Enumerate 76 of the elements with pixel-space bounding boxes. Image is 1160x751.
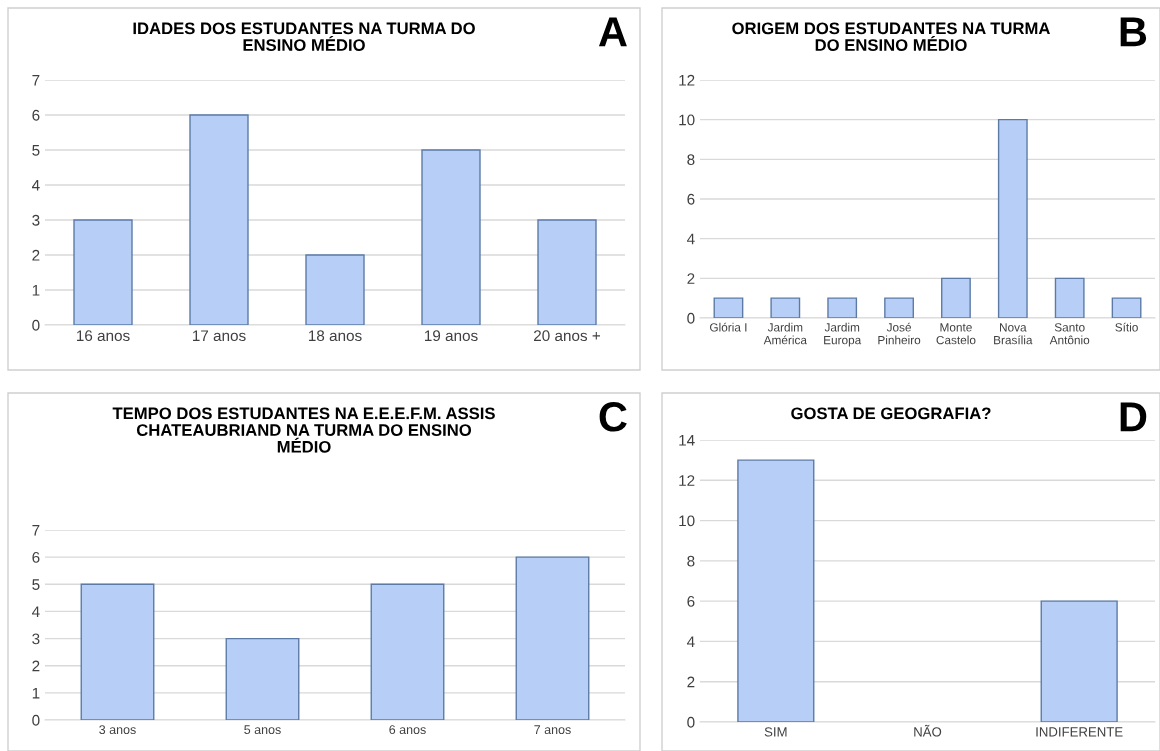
bar (515, 556, 590, 720)
x-tick-label: 16 anos (76, 330, 130, 342)
bar (73, 219, 133, 325)
text: D (1120, 402, 1147, 432)
y-tick-label: 7 (32, 525, 40, 536)
chart-title: TEMPO DOS ESTUDANTES NA E.E.E.F.M. ASSIS CHATEAUBRIAND NA TURMA DO ENSINO MÉDIO (112, 407, 495, 453)
y-tick-label: 0 (32, 319, 40, 331)
y-tick-label: 3 (32, 214, 40, 226)
bar (713, 297, 744, 318)
y-tick-label: 2 (32, 249, 40, 261)
bar (225, 637, 300, 720)
x-tick-label: INDIFERENTE (1036, 727, 1123, 737)
x-tick-label: 5 anos (244, 725, 281, 735)
y-tick-label: 5 (32, 579, 40, 590)
x-tick-label: José Pinheiro (878, 322, 921, 345)
x-tick-label: 20 anos + (534, 330, 601, 342)
x-tick-label: 18 anos (308, 330, 362, 342)
x-tick-label: Jardim Europa (824, 322, 862, 347)
x-tick-label: Monte Castelo (936, 323, 976, 345)
y-tick-label: 6 (687, 193, 695, 205)
y-tick-label: 3 (32, 633, 40, 645)
bar (189, 114, 249, 325)
y-tick-label: 12 (679, 74, 695, 86)
x-tick-label: 6 anos (389, 725, 426, 735)
y-tick-label: 12 (679, 475, 695, 486)
y-tick-label: 4 (31, 606, 40, 617)
y-tick-label: 10 (679, 114, 695, 126)
bar (1054, 277, 1085, 318)
x-tick-label: Glória I (710, 322, 747, 332)
y-tick-label: 1 (32, 687, 40, 699)
bar (370, 583, 445, 720)
bar (421, 149, 481, 325)
x-tick-label: Jardim América (763, 322, 807, 345)
x-tick-label: NÃO (914, 724, 942, 737)
y-tick-label: 4 (31, 180, 40, 191)
y-tick-label: 0 (687, 716, 695, 728)
bar (537, 219, 597, 325)
y-tick-label: 1 (32, 285, 40, 296)
y-tick-label: 2 (687, 273, 695, 284)
bar (884, 297, 914, 318)
y-tick-label: 4 (686, 233, 695, 245)
text: C (599, 402, 627, 432)
x-tick-label: 7 anos (534, 725, 571, 735)
y-tick-label: 8 (687, 154, 695, 166)
chart-title: IDADES DOS ESTUDANTES NA TURMA DO ENSINO MÉDIO (133, 22, 475, 51)
y-tick-label: 7 (32, 75, 40, 86)
text: B (1120, 17, 1147, 47)
bar (1111, 297, 1142, 318)
y-tick-label: 4 (686, 636, 695, 647)
y-tick-label: 6 (32, 109, 40, 121)
bar (80, 583, 155, 720)
bar (305, 254, 365, 325)
y-tick-label: 2 (32, 660, 40, 672)
y-tick-label: 14 (679, 435, 695, 446)
y-tick-label: 8 (687, 555, 695, 567)
x-tick-label: 17 anos (192, 330, 246, 342)
y-tick-label: 2 (687, 676, 695, 688)
x-tick-label: Santo Antônio (1049, 323, 1090, 345)
y-tick-label: 0 (687, 312, 695, 324)
y-tick-label: 0 (32, 714, 40, 726)
x-tick-label: 19 anos (424, 330, 478, 342)
bar (941, 277, 971, 318)
bar (827, 297, 858, 318)
text: A (598, 17, 627, 47)
x-tick-label: Nova Brasília (994, 323, 1033, 345)
y-tick-label: 6 (32, 552, 40, 563)
y-tick-label: 6 (687, 596, 695, 607)
y-tick-label: 10 (679, 515, 695, 527)
bar (770, 297, 801, 318)
chart-title: ORIGEM DOS ESTUDANTES NA TURMA DO ENSINO MÉDIO (732, 22, 1050, 51)
chart-title: GOSTA DE GEOGRAFIA? (791, 407, 991, 420)
bar (997, 118, 1028, 318)
x-tick-label: SIM (764, 727, 787, 737)
x-tick-label: Sítio (1115, 322, 1138, 332)
y-tick-label: 5 (32, 145, 40, 156)
x-tick-label: 3 anos (99, 725, 136, 735)
